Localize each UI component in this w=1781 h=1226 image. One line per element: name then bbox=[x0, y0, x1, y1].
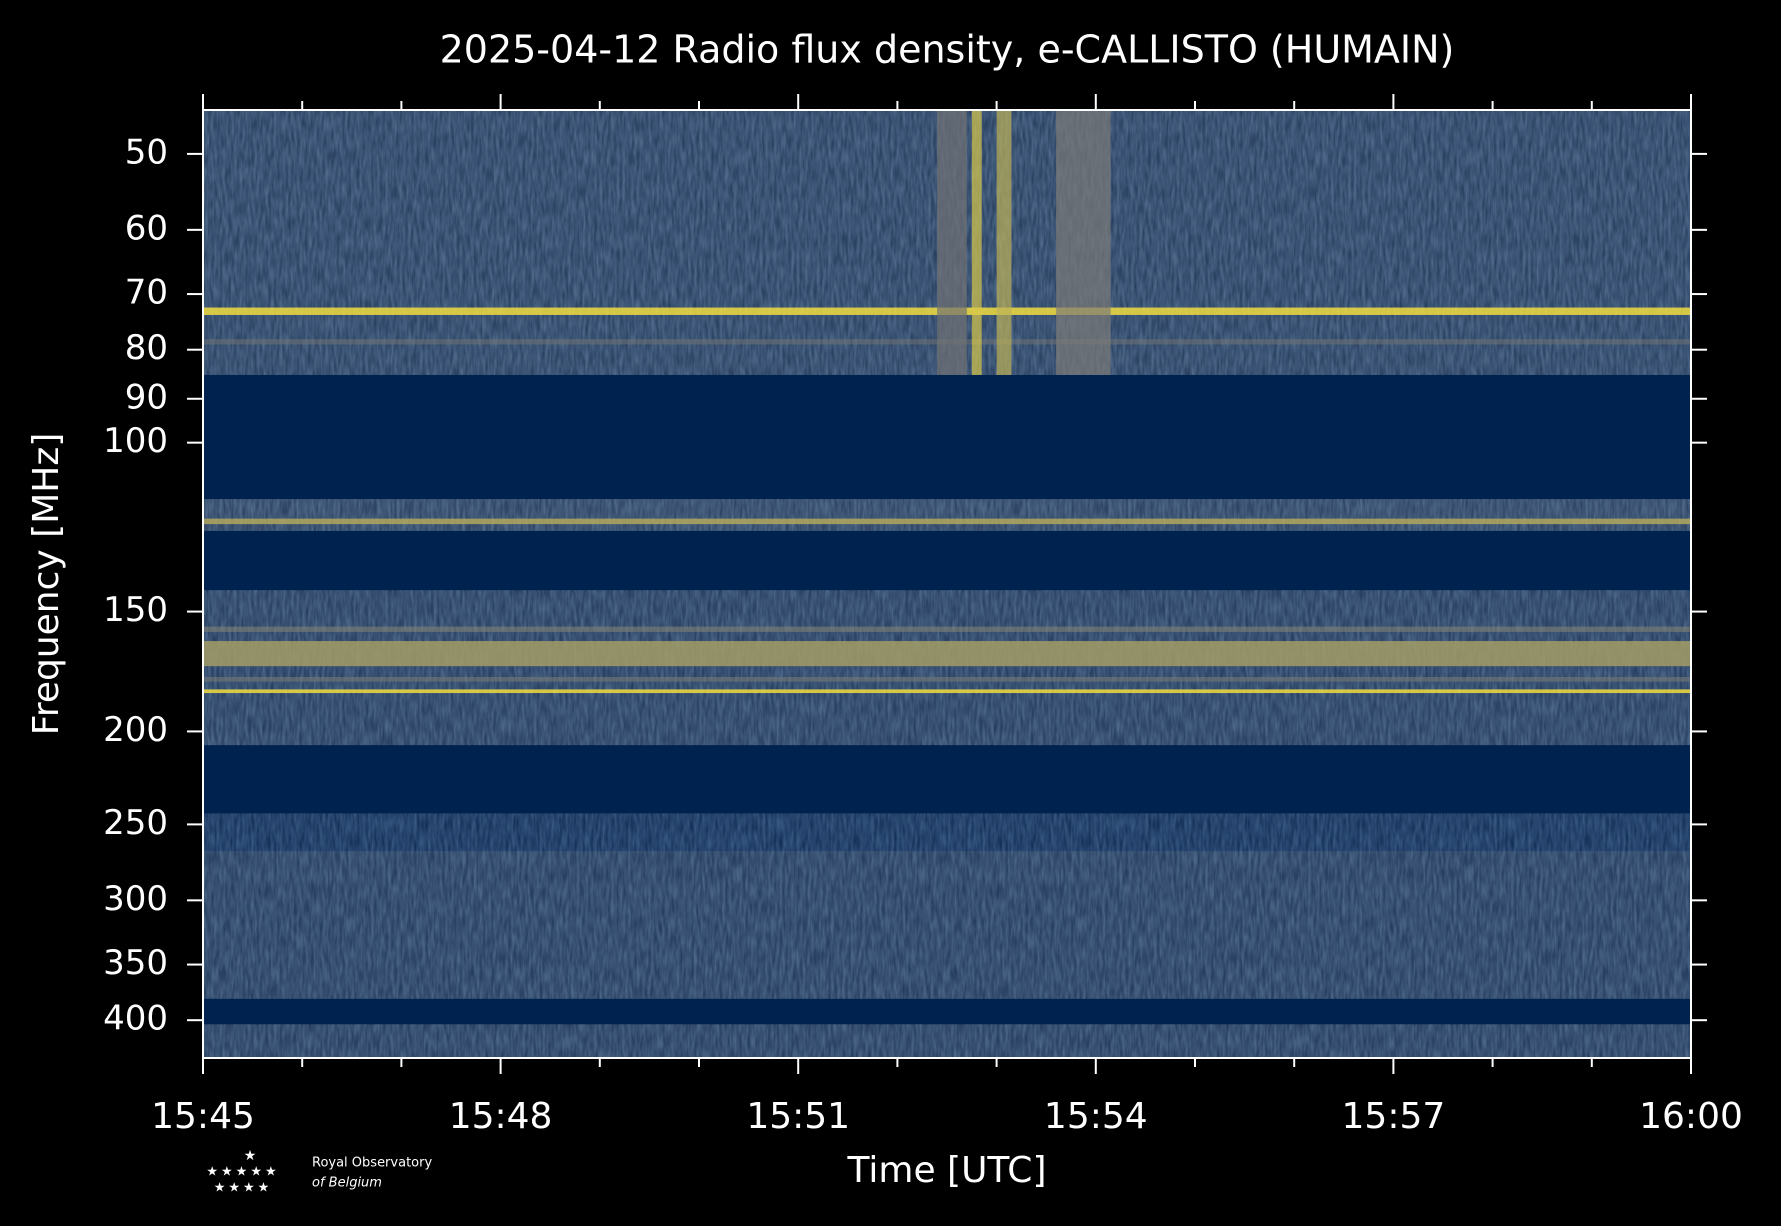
radio-burst bbox=[996, 110, 1012, 375]
logo-text: of Belgium bbox=[312, 1176, 382, 1191]
logo-stars: ★ bbox=[244, 1148, 257, 1164]
frequency-band bbox=[203, 1024, 1691, 1058]
logo-stars: ★★★★ bbox=[214, 1181, 273, 1196]
frequency-band bbox=[203, 998, 1691, 1025]
frequency-band bbox=[203, 626, 1691, 632]
frequency-band bbox=[203, 590, 1691, 746]
frequency-band bbox=[203, 518, 1691, 525]
x-tick-label: 15:57 bbox=[1342, 1096, 1446, 1137]
frequency-band bbox=[203, 530, 1691, 591]
y-axis-label: Frequency [MHz] bbox=[26, 433, 67, 736]
y-tick-label: 60 bbox=[125, 208, 168, 248]
frequency-band bbox=[203, 851, 1691, 999]
y-tick-label: 400 bbox=[103, 999, 168, 1039]
y-tick-label: 90 bbox=[125, 377, 168, 417]
y-tick-label: 350 bbox=[103, 943, 168, 983]
y-tick-label: 300 bbox=[103, 879, 168, 919]
radio-burst bbox=[1056, 110, 1111, 375]
x-axis-label: Time [UTC] bbox=[846, 1150, 1046, 1191]
plot-frame bbox=[202, 109, 1692, 1059]
x-tick-label: 15:48 bbox=[449, 1096, 553, 1137]
frequency-band bbox=[203, 813, 1691, 852]
frequency-band bbox=[203, 689, 1691, 694]
marks bbox=[203, 110, 1691, 1058]
logo-stars: ★★★★★ bbox=[206, 1165, 279, 1180]
frequency-band bbox=[203, 745, 1691, 814]
radio-burst bbox=[971, 110, 982, 375]
frequency-band bbox=[203, 374, 1691, 500]
frequency-band bbox=[203, 499, 1691, 531]
x-tick-label: 15:45 bbox=[151, 1096, 255, 1137]
logo: ★ ★★★★★ ★★★★ Royal Observatory of Belgiu… bbox=[206, 1148, 432, 1196]
y-tick-label: 100 bbox=[103, 421, 168, 461]
y-tick-label: 200 bbox=[103, 710, 168, 750]
y-tick-label: 250 bbox=[103, 803, 168, 843]
frequency-band bbox=[203, 676, 1691, 682]
y-tick-label: 70 bbox=[125, 273, 168, 313]
x-tick-label: 15:51 bbox=[746, 1096, 850, 1137]
x-tick-label: 16:00 bbox=[1639, 1096, 1743, 1137]
chart-title: 2025-04-12 Radio flux density, e-CALLIST… bbox=[440, 28, 1455, 72]
radio-burst bbox=[937, 110, 967, 375]
frequency-band bbox=[203, 641, 1691, 667]
x-tick-label: 15:54 bbox=[1044, 1096, 1148, 1137]
y-tick-label: 50 bbox=[125, 132, 168, 172]
y-tick-label: 80 bbox=[125, 328, 168, 368]
y-tick-label: 150 bbox=[103, 590, 168, 630]
logo-text: Royal Observatory bbox=[312, 1156, 432, 1171]
